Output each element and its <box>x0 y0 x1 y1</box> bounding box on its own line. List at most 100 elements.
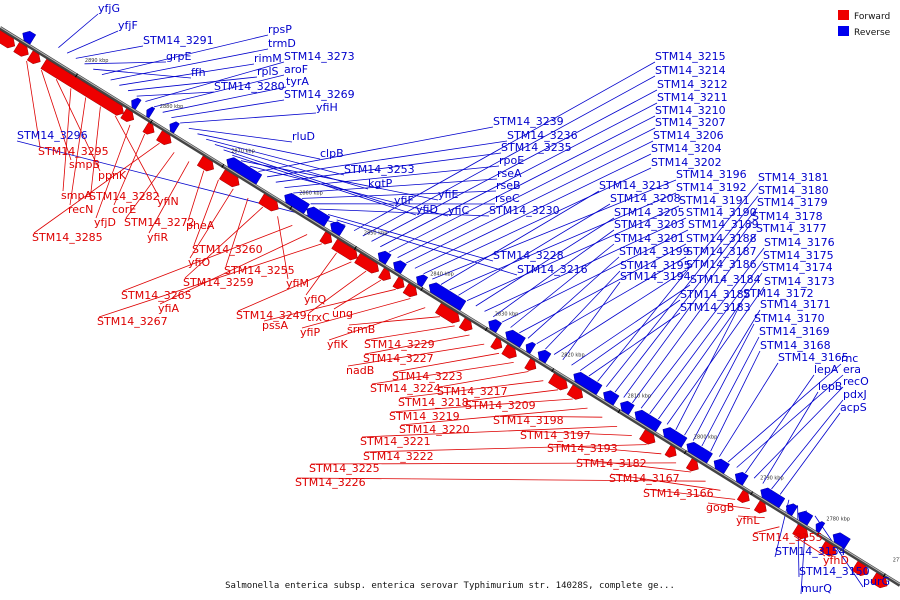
reverse-gene-arrow-1[interactable] <box>131 97 142 110</box>
gene-label-stm14-3295[interactable]: STM14_3295 <box>38 145 109 158</box>
forward-gene-arrow-17[interactable] <box>458 317 473 332</box>
gene-label-stm14-3221[interactable]: STM14_3221 <box>360 435 431 448</box>
gene-label-rsec[interactable]: rseC <box>495 192 520 205</box>
gene-label-stm14-3199[interactable]: STM14_3199 <box>619 245 690 258</box>
gene-label-stm14-3190[interactable]: STM14_3190 <box>686 206 757 219</box>
gene-label-stm14-3203[interactable]: STM14_3203 <box>614 218 685 231</box>
reverse-gene-arrow-9[interactable] <box>393 260 407 274</box>
gene-label-rnc[interactable]: rnc <box>841 352 858 365</box>
gene-label-stm14-3208[interactable]: STM14_3208 <box>610 192 681 205</box>
gene-label-gogb[interactable]: gogB <box>706 501 734 514</box>
reverse-gene-arrow-17[interactable] <box>603 390 620 406</box>
gene-label-pssa[interactable]: pssA <box>262 319 288 332</box>
gene-label-nadb[interactable]: nadB <box>346 364 374 377</box>
gene-label-phea[interactable]: pheA <box>186 219 215 232</box>
forward-gene-arrow-25[interactable] <box>685 458 699 472</box>
reverse-gene-arrow-12[interactable] <box>488 319 503 333</box>
gene-label-stm14-3202[interactable]: STM14_3202 <box>651 156 722 169</box>
gene-label-stm14-3189[interactable]: STM14_3189 <box>688 218 759 231</box>
gene-label-stm14-3249[interactable]: STM14_3249 <box>236 309 307 322</box>
gene-label-stm14-3260[interactable]: STM14_3260 <box>192 243 263 256</box>
gene-label-stm14-3218[interactable]: STM14_3218 <box>398 396 469 409</box>
gene-label-yfio[interactable]: yfiO <box>188 256 210 269</box>
reverse-gene-arrow-19[interactable] <box>634 409 662 432</box>
gene-label-rlud[interactable]: rluD <box>292 130 315 143</box>
gene-label-yfik[interactable]: yfiK <box>327 338 348 351</box>
reverse-gene-arrow-4[interactable] <box>226 157 263 185</box>
forward-gene-arrow-20[interactable] <box>524 358 537 371</box>
gene-label-stm14-3235[interactable]: STM14_3235 <box>501 141 572 154</box>
gene-label-stm14-3220[interactable]: STM14_3220 <box>399 423 470 436</box>
reverse-gene-arrow-7[interactable] <box>330 221 346 237</box>
gene-label-stm14-3165[interactable]: STM14_3165 <box>778 351 849 364</box>
gene-label-stm14-3255[interactable]: STM14_3255 <box>224 264 295 277</box>
reverse-gene-arrow-20[interactable] <box>662 427 688 448</box>
gene-label-stm14-3178[interactable]: STM14_3178 <box>752 210 823 223</box>
gene-label-yfim[interactable]: yfiM <box>286 277 309 290</box>
gene-label-stm14-3166[interactable]: STM14_3166 <box>643 487 714 500</box>
gene-label-stm14-3214[interactable]: STM14_3214 <box>655 64 726 77</box>
gene-label-yfhl[interactable]: yfhL <box>736 514 760 527</box>
forward-gene-arrow-10[interactable] <box>319 231 333 245</box>
gene-label-trmd[interactable]: trmD <box>268 37 296 50</box>
gene-label-stm14-3168[interactable]: STM14_3168 <box>760 339 831 352</box>
gene-label-stm14-3296[interactable]: STM14_3296 <box>17 129 88 142</box>
reverse-gene-arrow-2[interactable] <box>146 106 156 119</box>
reverse-gene-arrow-11[interactable] <box>428 282 467 311</box>
gene-label-murq[interactable]: murQ <box>801 582 832 595</box>
gene-label-stm14-3225[interactable]: STM14_3225 <box>309 462 380 475</box>
gene-label-yfif[interactable]: yfiF <box>394 194 414 207</box>
gene-label-rpsp[interactable]: rpsP <box>268 23 292 36</box>
gene-label-lepb[interactable]: lepB <box>818 380 842 393</box>
reverse-gene-arrow-13[interactable] <box>505 329 526 348</box>
gene-label-stm14-3184[interactable]: STM14_3184 <box>690 273 761 286</box>
reverse-gene-arrow-18[interactable] <box>620 400 635 416</box>
forward-gene-arrow-23[interactable] <box>639 429 656 445</box>
forward-gene-arrow-27[interactable] <box>753 500 767 514</box>
gene-label-stm14-3196[interactable]: STM14_3196 <box>676 168 747 181</box>
gene-label-stm14-3181[interactable]: STM14_3181 <box>758 171 829 184</box>
gene-label-tyra[interactable]: tyrA <box>286 75 309 88</box>
forward-gene-arrow-5[interactable] <box>142 121 155 135</box>
gene-label-stm14-3169[interactable]: STM14_3169 <box>759 325 830 338</box>
gene-label-stm14-3230[interactable]: STM14_3230 <box>489 204 560 217</box>
gene-label-stm14-3227[interactable]: STM14_3227 <box>363 352 434 365</box>
gene-label-stm14-3174[interactable]: STM14_3174 <box>762 261 833 274</box>
gene-label-stm14-3182[interactable]: STM14_3182 <box>576 457 647 470</box>
forward-gene-arrow-14[interactable] <box>392 276 405 290</box>
forward-gene-arrow-4[interactable] <box>120 108 135 122</box>
forward-gene-arrow-21[interactable] <box>548 372 568 391</box>
gene-label-kgtp[interactable]: kgtP <box>368 177 393 190</box>
forward-gene-arrow-30[interactable] <box>851 560 868 577</box>
gene-label-arof[interactable]: aroF <box>284 63 308 76</box>
gene-label-rimm[interactable]: rimM <box>254 52 282 65</box>
reverse-gene-arrow-0[interactable] <box>22 30 37 45</box>
gene-label-trxc[interactable]: trxC <box>307 311 330 324</box>
gene-label-stm14-3167[interactable]: STM14_3167 <box>609 472 680 485</box>
gene-label-yfiq[interactable]: yfiQ <box>304 293 326 306</box>
forward-gene-arrow-24[interactable] <box>664 445 677 458</box>
gene-label-stm14-3154[interactable]: STM14_3154 <box>775 545 846 558</box>
gene-label-purg[interactable]: purG <box>863 575 890 588</box>
forward-gene-arrow-28[interactable] <box>792 524 809 540</box>
gene-label-yfhd[interactable]: yfhD <box>823 554 849 567</box>
gene-label-yfjd[interactable]: yfjD <box>94 216 116 229</box>
gene-label-stm14-3170[interactable]: STM14_3170 <box>754 312 825 325</box>
reverse-gene-arrow-8[interactable] <box>377 250 392 265</box>
gene-label-grpe[interactable]: grpE <box>166 50 191 63</box>
gene-label-stm14-3272[interactable]: STM14_3272 <box>124 216 195 229</box>
gene-label-yfip[interactable]: yfiP <box>300 326 320 339</box>
forward-gene-arrow-31[interactable] <box>870 572 888 589</box>
gene-label-stm14-3222[interactable]: STM14_3222 <box>363 450 434 463</box>
gene-label-smpb[interactable]: smpB <box>69 158 100 171</box>
gene-label-stm14-3198[interactable]: STM14_3198 <box>493 414 564 427</box>
gene-label-era[interactable]: era <box>843 363 861 376</box>
gene-label-stm14-3253[interactable]: STM14_3253 <box>344 163 415 176</box>
gene-label-stm14-3236[interactable]: STM14_3236 <box>507 129 578 142</box>
gene-label-stm14-3187[interactable]: STM14_3187 <box>686 245 757 258</box>
gene-label-yfir[interactable]: yfiR <box>147 231 168 244</box>
gene-label-stm14-3226[interactable]: STM14_3226 <box>295 476 366 489</box>
gene-label-recn[interactable]: recN <box>68 203 93 216</box>
gene-label-stm14-3239[interactable]: STM14_3239 <box>493 115 564 128</box>
forward-gene-arrow-26[interactable] <box>736 489 750 503</box>
